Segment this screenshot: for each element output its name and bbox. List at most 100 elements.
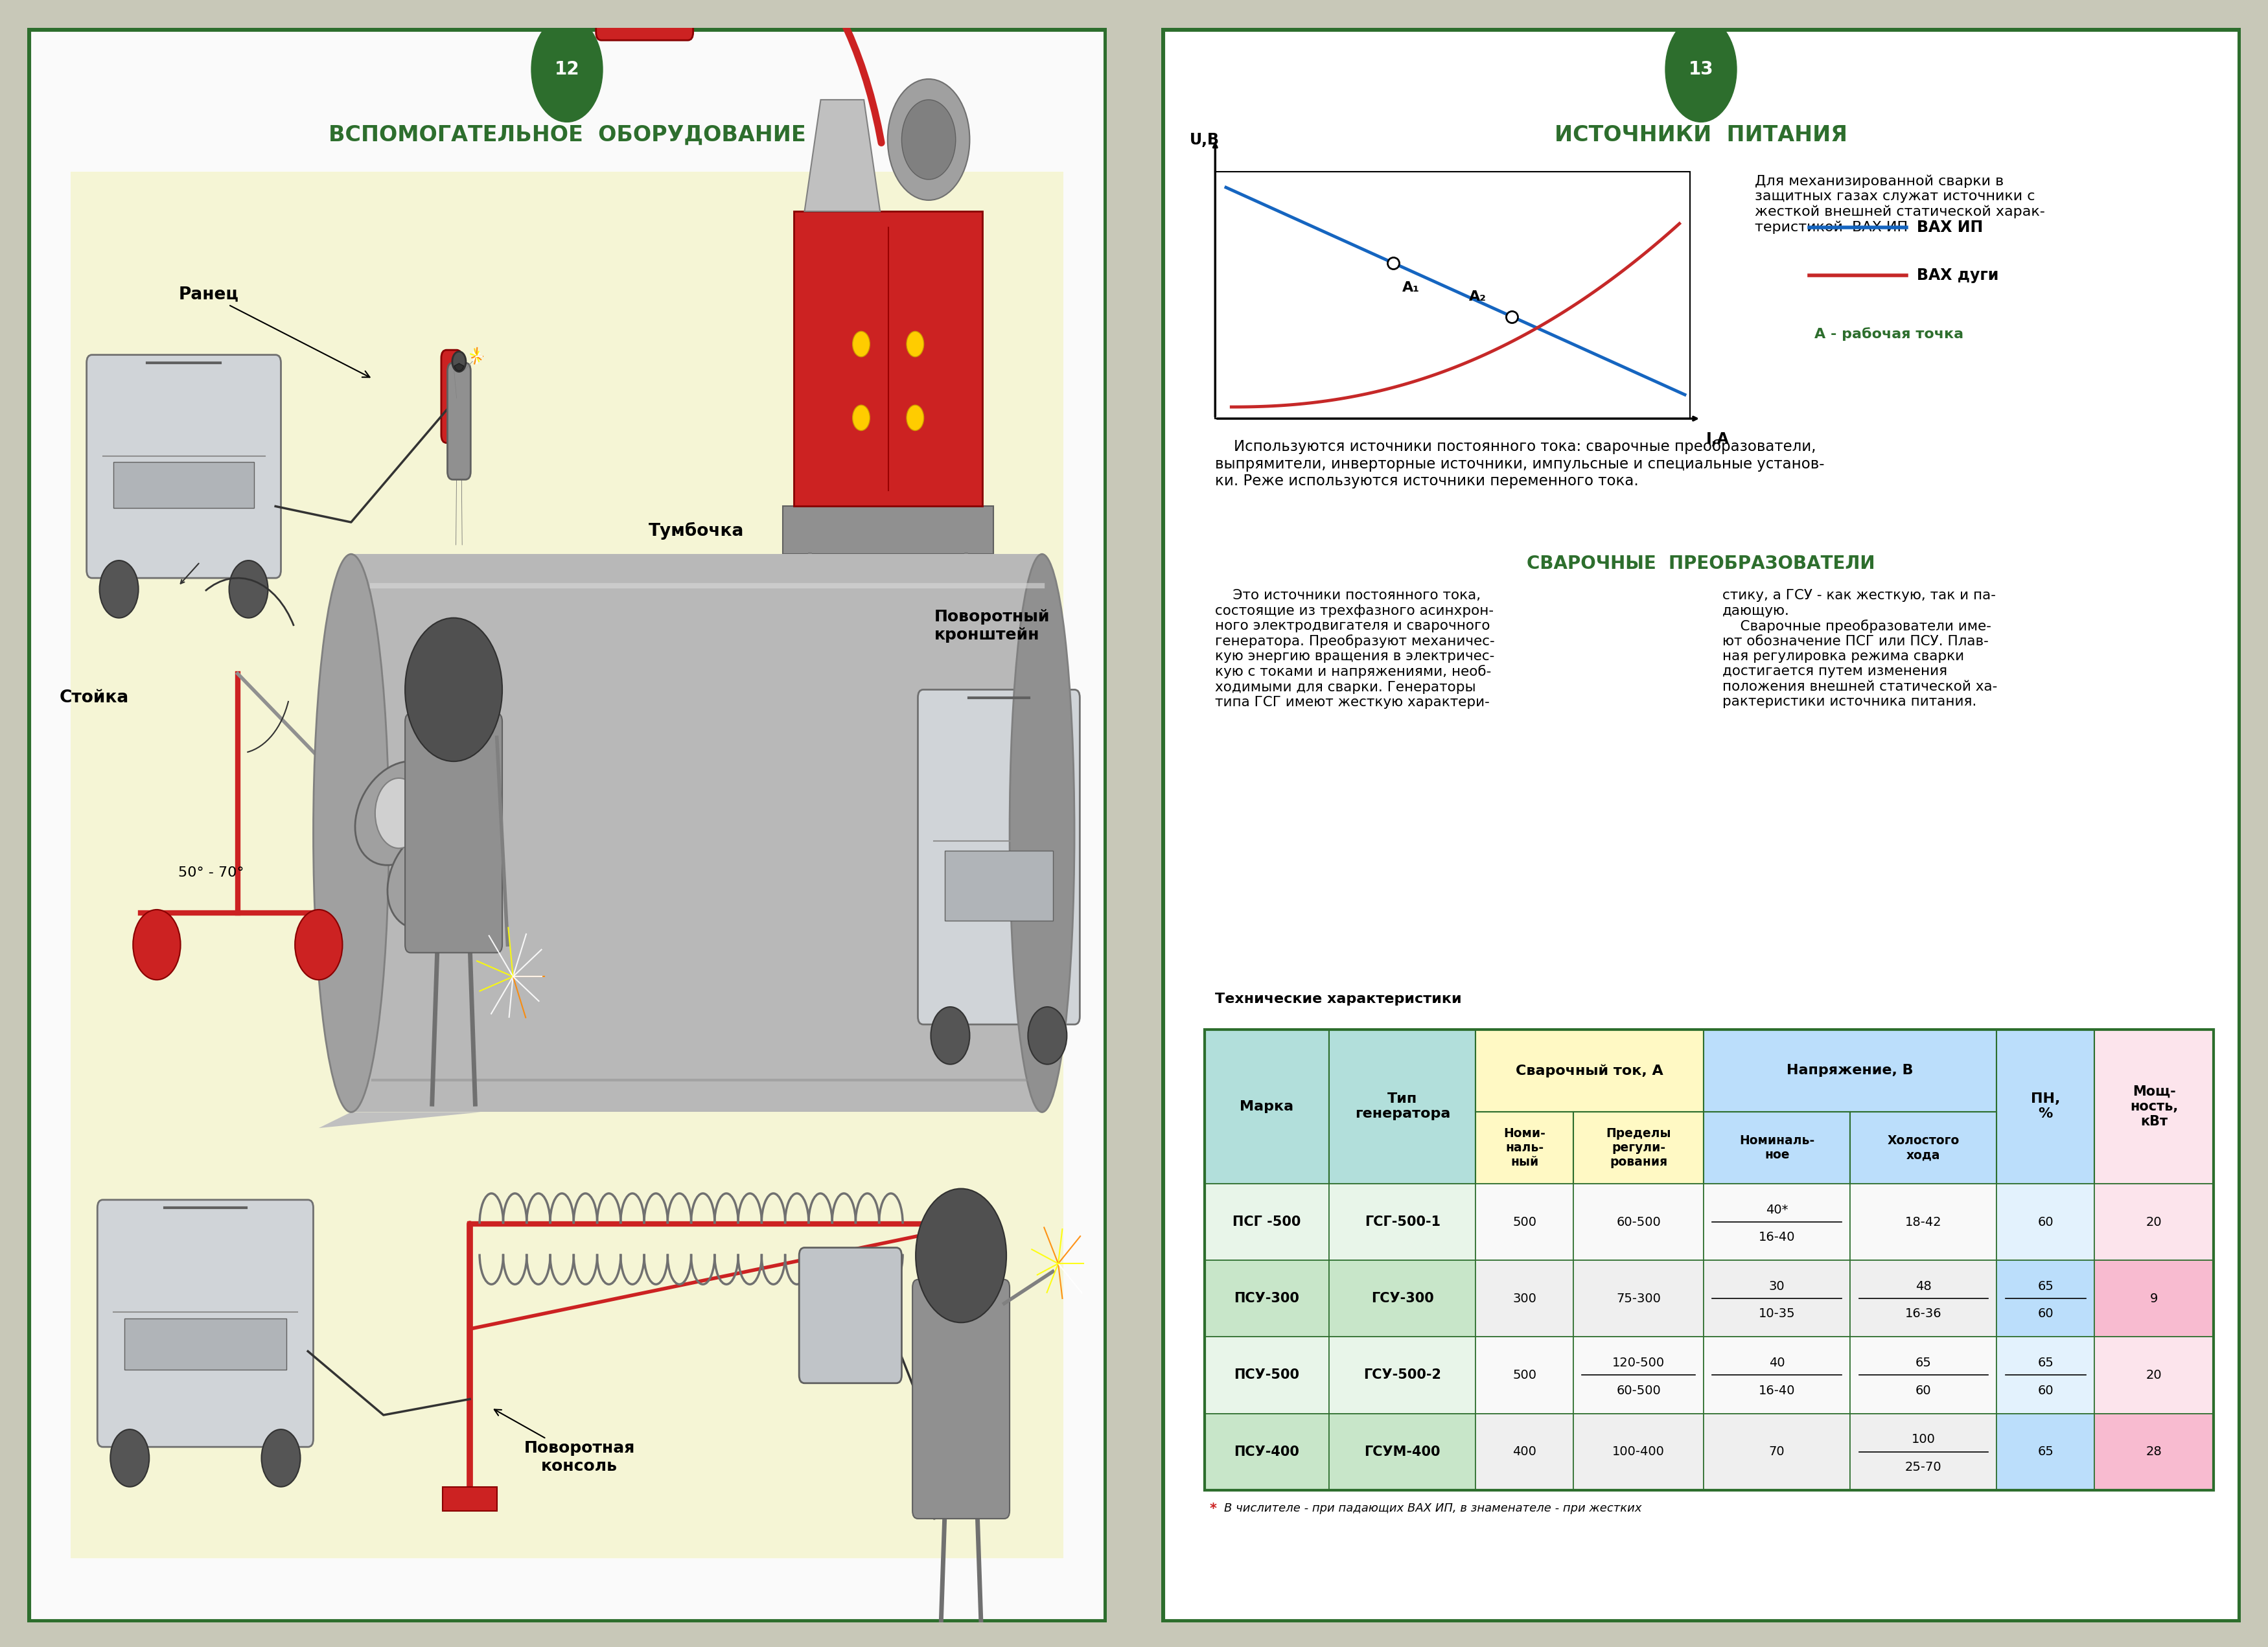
Text: Поворотная
консоль: Поворотная консоль	[494, 1410, 635, 1474]
Bar	[442, 1487, 497, 1510]
FancyBboxPatch shape	[919, 690, 1080, 1024]
Text: Технические характеристики: Технические характеристики	[1216, 993, 1463, 1006]
Circle shape	[903, 100, 955, 180]
Bar	[2093, 1413, 2214, 1491]
Text: 65: 65	[1916, 1357, 1932, 1369]
Circle shape	[853, 331, 871, 357]
Bar	[1703, 1184, 1851, 1260]
Bar	[1574, 1260, 1703, 1337]
Bar	[1703, 1112, 1851, 1184]
Text: 300: 300	[1513, 1293, 1535, 1304]
Text: 60-500: 60-500	[1617, 1385, 1660, 1397]
Text: ПСУ-400: ПСУ-400	[1234, 1444, 1300, 1458]
Text: 16-40: 16-40	[1758, 1385, 1796, 1397]
FancyBboxPatch shape	[406, 713, 501, 952]
Bar	[1851, 1413, 1996, 1491]
Bar	[1329, 1413, 1476, 1491]
Text: 20: 20	[2146, 1215, 2161, 1229]
Text: 65: 65	[2037, 1357, 2053, 1369]
Text: ИСТОЧНИКИ  ПИТАНИЯ: ИСТОЧНИКИ ПИТАНИЯ	[1554, 124, 1848, 145]
Text: ВСПОМОГАТЕЛЬНОЕ  ОБОРУДОВАНИЕ: ВСПОМОГАТЕЛЬНОЕ ОБОРУДОВАНИЕ	[329, 124, 805, 145]
Wedge shape	[454, 364, 463, 371]
Text: 65: 65	[2037, 1446, 2053, 1458]
Text: стику, а ГСУ - как жесткую, так и па-
дающую.
    Сварочные преобразователи име-: стику, а ГСУ - как жесткую, так и па- да…	[1724, 590, 1998, 708]
Bar	[1204, 1184, 1329, 1260]
Text: Используются источники постоянного тока: сварочные преобразователи,
выпрямители,: Используются источники постоянного тока:…	[1216, 440, 1826, 489]
Text: 60-500: 60-500	[1617, 1215, 1660, 1229]
Text: 9: 9	[2150, 1293, 2159, 1304]
Bar	[1996, 1029, 2093, 1184]
Circle shape	[930, 1006, 971, 1064]
Bar	[1851, 1260, 1996, 1337]
Text: ПСУ-500: ПСУ-500	[1234, 1369, 1300, 1382]
Text: А - рабочая точка: А - рабочая точка	[1814, 328, 1964, 341]
Bar	[1204, 1337, 1329, 1413]
Text: 16-40: 16-40	[1758, 1232, 1796, 1243]
Text: Номи-
наль-
ный: Номи- наль- ный	[1504, 1128, 1545, 1168]
Bar	[1204, 1029, 2214, 1491]
Text: 25-70: 25-70	[1905, 1461, 1941, 1472]
Text: Ранец: Ранец	[179, 287, 370, 377]
Bar	[1204, 1029, 1329, 1184]
FancyBboxPatch shape	[912, 1280, 1009, 1519]
Text: СВАРОЧНЫЕ  ПРЕОБРАЗОВАТЕЛИ: СВАРОЧНЫЕ ПРЕОБРАЗОВАТЕЛИ	[1526, 555, 1876, 573]
Text: Тумбочка: Тумбочка	[649, 522, 744, 540]
Polygon shape	[805, 100, 880, 211]
Text: Сварочный ток, А: Сварочный ток, А	[1515, 1064, 1662, 1077]
Text: Для механизированной сварки в
защитных газах служат источники с
жесткой внешней : Для механизированной сварки в защитных г…	[1755, 175, 2046, 234]
Text: ВАХ дуги: ВАХ дуги	[1916, 267, 1998, 283]
Circle shape	[916, 1189, 1007, 1323]
Text: U,В: U,В	[1188, 132, 1220, 148]
Bar	[1996, 1413, 2093, 1491]
Text: ГСУМ-400: ГСУМ-400	[1365, 1444, 1440, 1458]
Bar	[1574, 1184, 1703, 1260]
Text: Пределы
регули-
рования: Пределы регули- рования	[1606, 1128, 1672, 1168]
FancyBboxPatch shape	[596, 0, 694, 40]
Text: 13: 13	[1687, 61, 1715, 79]
Bar	[125, 1319, 286, 1370]
Bar	[1476, 1413, 1574, 1491]
Text: Тип
генератора: Тип генератора	[1354, 1092, 1449, 1120]
Ellipse shape	[1009, 553, 1075, 1112]
Bar	[1329, 1260, 1476, 1337]
Text: I,А: I,А	[1706, 432, 1730, 446]
Circle shape	[229, 560, 268, 618]
Text: 120-500: 120-500	[1613, 1357, 1665, 1369]
Circle shape	[295, 909, 342, 980]
Text: В числителе - при падающих ВАХ ИП, в знаменателе - при жестких: В числителе - при падающих ВАХ ИП, в зна…	[1225, 1502, 1642, 1514]
Text: 10-35: 10-35	[1758, 1308, 1796, 1321]
Text: 60: 60	[1916, 1385, 1932, 1397]
Bar	[1476, 1112, 1574, 1184]
Text: 60: 60	[2037, 1385, 2053, 1397]
Bar	[1574, 1112, 1703, 1184]
Circle shape	[1027, 1006, 1066, 1064]
Bar	[2093, 1337, 2214, 1413]
Circle shape	[261, 1430, 299, 1487]
Text: 48: 48	[1916, 1280, 1932, 1293]
Text: 500: 500	[1513, 1369, 1538, 1382]
Circle shape	[100, 560, 138, 618]
Text: Стойка: Стойка	[59, 688, 129, 707]
Circle shape	[451, 351, 465, 372]
Bar	[1574, 1413, 1703, 1491]
Text: 100: 100	[1912, 1433, 1935, 1446]
Circle shape	[887, 79, 971, 201]
Text: 500: 500	[1513, 1215, 1538, 1229]
Polygon shape	[320, 1112, 481, 1128]
Bar	[946, 850, 1052, 921]
FancyBboxPatch shape	[447, 362, 472, 479]
Text: 12: 12	[553, 61, 581, 79]
Circle shape	[374, 777, 422, 848]
Text: 18-42: 18-42	[1905, 1215, 1941, 1229]
Text: 50° - 70°: 50° - 70°	[179, 866, 245, 879]
Circle shape	[406, 618, 501, 761]
Bar	[2093, 1184, 2214, 1260]
Text: 40*: 40*	[1767, 1204, 1787, 1215]
Circle shape	[1665, 16, 1737, 122]
Circle shape	[907, 405, 923, 430]
Bar	[1476, 1184, 1574, 1260]
Text: ГСГ-500-1: ГСГ-500-1	[1365, 1215, 1440, 1229]
Bar	[2093, 1260, 2214, 1337]
Bar	[794, 211, 982, 506]
Text: A₁: A₁	[1402, 282, 1420, 295]
